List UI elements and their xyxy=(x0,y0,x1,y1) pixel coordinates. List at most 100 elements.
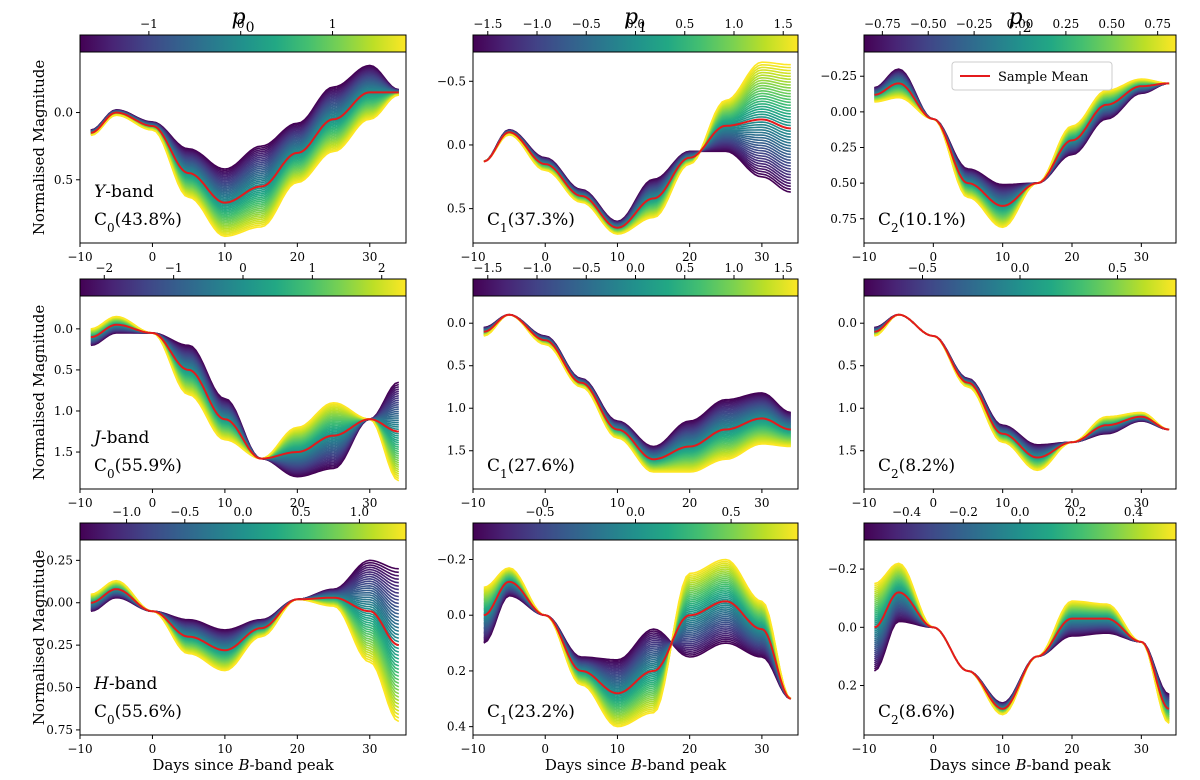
colorbar xyxy=(79,278,407,297)
sample-curve xyxy=(874,570,1170,721)
x-tick-label: −10 xyxy=(851,250,876,264)
sample-curve xyxy=(90,316,400,477)
x-tick-label: 30 xyxy=(754,496,769,510)
colorbar-tick-label: −1.0 xyxy=(522,17,551,31)
x-axis-title: Days since B-band peak xyxy=(152,756,334,774)
mean-curve xyxy=(874,82,1170,207)
component-label: C1(37.3%) xyxy=(487,210,575,235)
sample-curve xyxy=(873,603,1170,708)
colorbar-tick-label: −0.5 xyxy=(908,261,937,275)
colorbar-tick-label: 0.00 xyxy=(1007,17,1034,31)
y-tick-label: 0.0 xyxy=(447,608,466,622)
component-letter: C xyxy=(878,456,891,476)
x-axis-title-suffix: -band peak xyxy=(642,756,727,774)
x-axis-title-suffix: -band peak xyxy=(1027,756,1112,774)
x-tick-label: 10 xyxy=(995,742,1010,756)
sample-curves xyxy=(90,64,400,238)
band-label: J-band xyxy=(91,428,150,448)
sample-curve xyxy=(90,579,400,723)
axes-frame xyxy=(863,295,1177,490)
x-tick-label: 10 xyxy=(217,742,232,756)
colorbar-tick-label: 0.5 xyxy=(675,261,694,275)
legend-box xyxy=(951,61,1113,91)
band-label: H-band xyxy=(93,674,158,694)
colorbar-tick-label: −2 xyxy=(95,261,113,275)
axes-frame xyxy=(472,51,799,244)
y-tick-label: 0.75 xyxy=(46,723,73,737)
y-tick-label: 0.2 xyxy=(447,664,466,678)
colorbar-tick-label: −0.5 xyxy=(572,17,601,31)
colorbar-tick-label: −1.0 xyxy=(522,261,551,275)
y-tick-label: 0.2 xyxy=(838,679,857,693)
sample-curve xyxy=(874,313,1170,454)
axes-frame xyxy=(79,539,407,736)
colorbar-tick-label: 0.0 xyxy=(626,505,645,519)
component-label: C2(8.2%) xyxy=(878,456,955,481)
y-tick-label: −0.25 xyxy=(820,69,857,83)
sample-curve xyxy=(874,313,1170,448)
sample-curve xyxy=(874,313,1170,458)
x-tick-label: 30 xyxy=(362,250,377,264)
component-letter: C xyxy=(487,702,500,722)
legend-label: Sample Mean xyxy=(998,70,1089,85)
sample-curve xyxy=(90,94,400,238)
colorbar-tick-label: −1 xyxy=(165,261,183,275)
x-tick-label: 20 xyxy=(1064,742,1079,756)
sample-curve xyxy=(874,78,1170,229)
colorbar xyxy=(863,34,1177,53)
x-tick-label: 0 xyxy=(149,742,157,756)
colorbar-tick-label: 0 xyxy=(239,261,247,275)
colorbar xyxy=(472,522,799,541)
x-tick-label: 10 xyxy=(995,250,1010,264)
sample-curves xyxy=(483,558,792,728)
component-letter: C xyxy=(487,456,500,476)
band-letter: Y xyxy=(94,182,107,202)
sample-curve xyxy=(874,313,1170,456)
y-tick-label: 1.5 xyxy=(447,444,466,458)
mean-curve xyxy=(483,313,791,461)
component-label: C2(8.6%) xyxy=(878,702,955,727)
y-tick-label: −0.2 xyxy=(828,562,857,576)
x-tick-label: 30 xyxy=(754,742,769,756)
sample-curve xyxy=(874,313,1170,451)
colorbar-tick-label: −0.5 xyxy=(572,261,601,275)
x-tick-label: 0 xyxy=(541,250,549,264)
x-tick-label: 20 xyxy=(682,496,697,510)
sample-curve xyxy=(90,331,400,477)
sample-curves xyxy=(483,61,791,235)
y-tick-label: 0.25 xyxy=(830,141,857,155)
component-letter: C xyxy=(878,210,891,230)
colorbar-tick-label: 0.0 xyxy=(626,17,645,31)
colorbar-tick-label: 0.5 xyxy=(292,505,311,519)
component-index: 2 xyxy=(891,713,899,727)
colorbar xyxy=(79,522,407,541)
component-index: 0 xyxy=(107,467,115,481)
x-tick-label: 10 xyxy=(610,250,625,264)
sample-curve xyxy=(874,566,1170,722)
x-tick-label: 0 xyxy=(930,250,938,264)
variance-explained: (55.9%) xyxy=(115,456,182,476)
component-label: C1(23.2%) xyxy=(487,702,575,727)
mean-curve xyxy=(483,580,792,700)
colorbar-tick-label: −0.50 xyxy=(910,17,947,31)
component-label: C0(43.8%) xyxy=(94,210,182,235)
panel-Y-c2: −0.75 −0.50 −0.25 0.00 0.25 0.50 0.75 −10 0 10 20 3… xyxy=(820,17,1177,264)
component-index: 1 xyxy=(500,221,508,235)
sample-curve xyxy=(874,313,1170,457)
band-letter: H xyxy=(93,674,110,694)
column-title-2: p2 xyxy=(1008,5,1031,36)
axes-frame xyxy=(79,51,407,244)
colorbar-tick-label: 0.25 xyxy=(1053,17,1080,31)
y-tick-label: 1.5 xyxy=(54,445,73,459)
x-tick-label: 0 xyxy=(930,742,938,756)
band-suffix: -band xyxy=(109,674,158,694)
mean-curve xyxy=(90,323,399,460)
sample-curve xyxy=(874,313,1170,455)
component-index: 0 xyxy=(107,221,115,235)
y-tick-label: 0.25 xyxy=(46,638,73,652)
colorbar-tick-label: 1.5 xyxy=(774,261,793,275)
axes-frame xyxy=(79,295,407,490)
column-title-subscript: 1 xyxy=(638,20,647,36)
sample-curve xyxy=(874,569,1170,721)
colorbar-tick-label: 0.5 xyxy=(1108,261,1127,275)
